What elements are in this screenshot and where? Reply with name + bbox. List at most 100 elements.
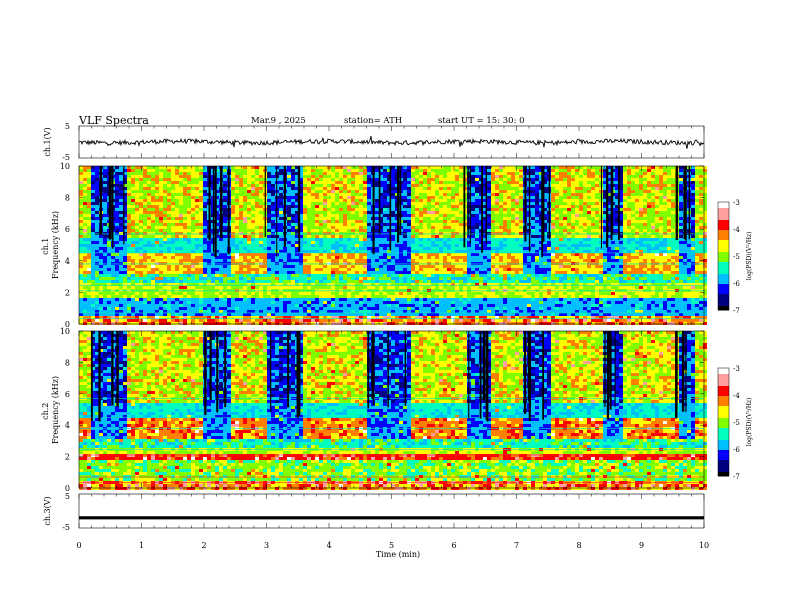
spectrogram-cell [559, 241, 563, 244]
spectrogram-cell [431, 208, 435, 211]
spectrogram-cell [467, 250, 471, 253]
spectrogram-cell [535, 214, 539, 217]
spectrogram-cell [251, 211, 255, 214]
spectrogram-cell [615, 247, 619, 250]
spectrogram-cell [491, 172, 495, 175]
spectrogram-cell [571, 256, 575, 259]
spectrogram-cell [571, 238, 575, 241]
spectrogram-cell [699, 175, 703, 178]
spectrogram-cell [451, 175, 455, 178]
spectrogram-cell [479, 256, 483, 259]
spectrogram-cell [515, 241, 519, 244]
spectrogram-cell [395, 172, 399, 175]
spectrogram-cell [363, 178, 367, 181]
spectrogram-cell [247, 229, 251, 232]
spectrogram-cell [647, 238, 651, 241]
spectrogram-cell [467, 208, 471, 211]
spectrogram-cell [143, 190, 147, 193]
spectrogram-cell [151, 190, 155, 193]
spectrogram-cell [111, 253, 115, 256]
spectrogram-cell [239, 193, 243, 196]
spectrogram-cell [487, 166, 491, 169]
spectrogram-cell [515, 250, 519, 253]
spectrogram-cell [691, 187, 695, 190]
spectrogram-cell [283, 247, 287, 250]
spectrogram-cell [303, 169, 307, 172]
spectrogram-cell [307, 208, 311, 211]
spectrogram-cell [179, 181, 183, 184]
spectrogram-cell [271, 202, 275, 205]
spectrogram-cell [199, 187, 203, 190]
spectrogram-cell [619, 172, 623, 175]
spectrogram-cell [431, 184, 435, 187]
spectrogram-cell [699, 238, 703, 241]
spectrogram-cell [571, 175, 575, 178]
spectrogram-cell [455, 244, 459, 247]
spectrogram-cell [335, 229, 339, 232]
spectrogram-cell [351, 166, 355, 169]
spectrogram-cell [243, 223, 247, 226]
spectrogram-cell [243, 211, 247, 214]
spectrogram-cell [299, 208, 303, 211]
spectrogram-cell [443, 187, 447, 190]
spectrogram-cell [239, 199, 243, 202]
spectrogram-cell [387, 193, 391, 196]
spectrogram-cell [455, 178, 459, 181]
spectrogram-cell [251, 193, 255, 196]
spectrogram-cell [99, 253, 103, 256]
spectrogram-cell [543, 196, 547, 199]
spectrogram-cell [431, 166, 435, 169]
spectrogram-cell [499, 199, 503, 202]
spectrogram-cell [295, 187, 299, 190]
spectrogram-cell [91, 169, 95, 172]
spectrogram-cell [307, 184, 311, 187]
spectrogram-cell [299, 196, 303, 199]
spectrogram-cell [579, 169, 583, 172]
spectrogram-cell [79, 190, 83, 193]
spectrogram-cell [143, 172, 147, 175]
spectrogram-cell [399, 247, 403, 250]
spectrogram-cell [655, 220, 659, 223]
spectrogram-cell [235, 217, 239, 220]
spectrogram-cell [103, 229, 107, 232]
spectrogram-cell [255, 214, 259, 217]
spectrogram-cell [91, 172, 95, 175]
spectrogram-cell [191, 250, 195, 253]
spectrogram-cell [335, 199, 339, 202]
spectrogram-cell [411, 175, 415, 178]
spectrogram-cell [87, 205, 91, 208]
spectrogram-cell [571, 250, 575, 253]
spectrogram-cell [191, 235, 195, 238]
spectrogram-cell [471, 184, 475, 187]
spectrogram-cell [187, 211, 191, 214]
spectrogram-cell [595, 241, 599, 244]
spectrogram-cell [503, 166, 507, 169]
spectrogram-cell [167, 181, 171, 184]
spectrogram-cell [391, 250, 395, 253]
spectrogram-cell [131, 166, 135, 169]
spectrogram-cell [671, 178, 675, 181]
spectrogram-cell [387, 235, 391, 238]
spectrogram-cell [299, 250, 303, 253]
spectrogram-cell [171, 184, 175, 187]
spectrogram-cell [243, 205, 247, 208]
spectrogram-cell [327, 211, 331, 214]
spectrogram-cell [679, 169, 683, 172]
spectrogram-cell [143, 187, 147, 190]
spectrogram-cell [479, 244, 483, 247]
spectrogram-cell [639, 202, 643, 205]
spectrogram-cell [447, 250, 451, 253]
spectrogram-cell [595, 223, 599, 226]
spectrogram-cell [627, 250, 631, 253]
spectrogram-cell [395, 226, 399, 229]
spectrogram-cell [611, 241, 615, 244]
spectrogram-cell [119, 181, 123, 184]
spectrogram-cell [279, 229, 283, 232]
spectrogram-cell [223, 181, 227, 184]
spectrogram-cell [579, 232, 583, 235]
spectrogram-cell [639, 181, 643, 184]
spectrogram-cell [243, 241, 247, 244]
spectrogram-cell [515, 199, 519, 202]
spectrogram-cell [515, 232, 519, 235]
spectrogram-cell [415, 187, 419, 190]
